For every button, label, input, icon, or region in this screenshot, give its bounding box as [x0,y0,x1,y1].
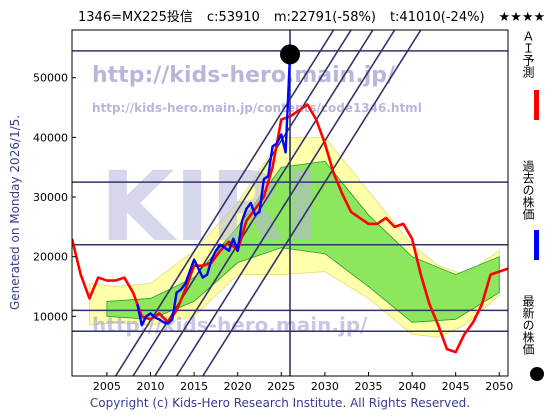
min-price-label: m:22791(-58%) [273,10,376,25]
current-price-marker [280,44,300,65]
trend-line-3 [175,30,396,376]
trend-line-4 [202,30,422,376]
y-tick-label-20000: 20000 [33,251,68,264]
chart-header: 1346=MX225投信 c:53910 m:22791(-58%) t:41010(… [78,6,559,25]
rating-stars: ★★★★ [498,10,546,25]
y-tick-label-10000: 10000 [33,310,68,323]
x-tick-label-2050: 2050 [485,380,513,393]
legend-entry-1: 過去の株価 [518,160,548,270]
x-tick-label-2040: 2040 [398,380,426,393]
x-tick-label-2030: 2030 [311,380,339,393]
x-tick-label-2035: 2035 [354,380,382,393]
plot-frame [71,29,509,377]
x-tick-label-2015: 2015 [180,380,208,393]
watermark-url-path: http://kids-hero.main.jp/contents/code13… [92,101,422,115]
legend-entry-2: 最新の株価 [518,295,548,405]
x-tick-label-2045: 2045 [442,380,470,393]
x-tick-label-2020: 2020 [224,380,252,393]
legend-entry-0: ＡＩ予測 [518,30,548,140]
legend-swatch-0 [534,90,539,120]
past-price-line [136,54,292,327]
legend-swatch-1 [534,230,539,260]
target-price-label: t:41010(-24%) [389,10,485,25]
chart-legend: ＡＩ予測過去の株価最新の株価 [518,30,548,381]
y-tick-label-40000: 40000 [33,131,68,144]
x-tick-label-2010: 2010 [136,380,164,393]
y-tick-label-50000: 50000 [33,72,68,85]
legend-label-0: ＡＩ予測 [521,30,535,78]
x-tick-label-2005: 2005 [93,380,121,393]
legend-swatch-2 [530,367,544,381]
stock-code-label: 1346=MX225投信 [78,10,193,25]
y-tick-label-30000: 30000 [33,191,68,204]
watermark-url: http://kids-hero.main.jp/ [92,63,396,88]
copyright-footer: Copyright (c) Kids-Hero Research Institu… [89,396,471,410]
current-price-label: c:53910 [206,10,260,25]
legend-label-1: 過去の株価 [521,160,535,220]
legend-label-2: 最新の株価 [521,295,535,355]
x-tick-label-2025: 2025 [267,380,295,393]
trend-line-2 [154,30,374,376]
